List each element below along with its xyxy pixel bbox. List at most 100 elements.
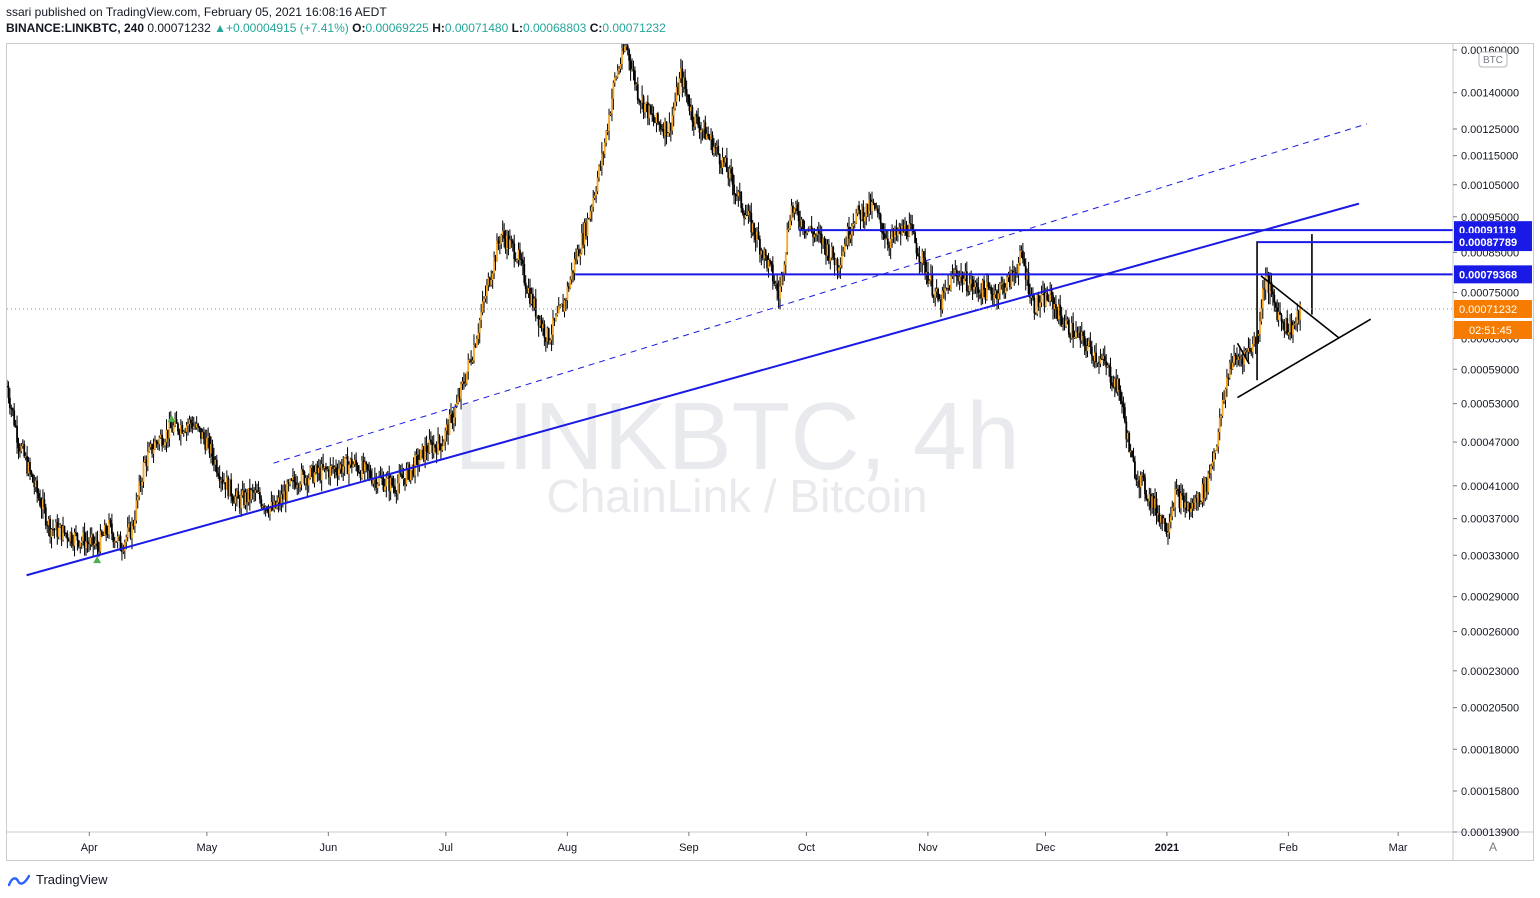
candle-body — [602, 152, 605, 155]
candle-body — [866, 203, 869, 214]
candle-body — [990, 287, 993, 294]
candle-body — [554, 315, 557, 321]
candle-body — [664, 121, 666, 136]
candle-body — [345, 455, 347, 458]
candle-body — [835, 258, 837, 266]
candle-body — [1269, 281, 1271, 294]
candle-body — [171, 428, 174, 433]
candle-body — [648, 105, 651, 119]
candle-body — [644, 103, 646, 113]
candle-body — [144, 459, 146, 463]
low-value: 0.00068803 — [522, 21, 587, 35]
candle-body — [136, 496, 139, 501]
candle-body — [938, 299, 941, 301]
candle-body — [1149, 494, 1152, 509]
candle-body — [131, 523, 133, 539]
candle-body — [329, 465, 332, 478]
candle-body — [514, 259, 517, 261]
candle-body — [1158, 513, 1161, 523]
candle-body — [85, 541, 87, 549]
candle-body — [306, 477, 309, 486]
candle-body — [895, 228, 898, 236]
candle-body — [1214, 450, 1217, 454]
candle-body — [793, 208, 796, 213]
candle-body — [971, 279, 974, 290]
candle-body — [876, 208, 879, 213]
candle-body — [484, 295, 487, 299]
candle-body — [1187, 502, 1189, 510]
candle-body — [859, 210, 862, 220]
candle-body — [1102, 355, 1105, 359]
candle-body — [392, 485, 395, 487]
candle-body — [230, 479, 233, 497]
candle-body — [902, 225, 905, 232]
candle-body — [655, 113, 658, 124]
candle-body — [942, 290, 945, 293]
candle-body — [63, 526, 66, 534]
candle-body — [753, 223, 756, 235]
candle-body — [550, 334, 553, 341]
footer[interactable]: TradingView — [8, 872, 108, 887]
candle-body — [52, 529, 54, 531]
candle-body — [1210, 466, 1212, 474]
candle-body — [1123, 407, 1126, 422]
candle-body — [135, 500, 138, 521]
candle-body — [583, 222, 586, 245]
price-chart[interactable]: LINKBTC, 4h ChainLink / Bitcoin 0.001600… — [7, 44, 1533, 860]
candle-body — [109, 519, 112, 524]
candle-body — [1168, 522, 1171, 533]
candle-body — [789, 220, 791, 229]
candle-body — [368, 469, 370, 471]
candle-body — [422, 446, 425, 461]
candle-body — [1085, 345, 1087, 352]
candle-body — [77, 540, 80, 547]
candle-body — [651, 113, 654, 116]
candle-body — [159, 434, 162, 438]
candle-body — [1280, 314, 1283, 322]
candle-body — [882, 232, 885, 235]
candle-body — [429, 439, 432, 443]
candle-body — [996, 290, 998, 300]
candle-body — [428, 439, 431, 453]
candle-body — [1126, 432, 1129, 440]
candle-body — [1138, 479, 1141, 488]
candle-body — [427, 451, 429, 453]
candle-body — [761, 250, 764, 259]
candle-body — [1011, 270, 1014, 275]
publisher-line: ssari published on TradingView.com, Febr… — [6, 5, 387, 19]
candle-body — [513, 243, 516, 260]
candle-body — [967, 290, 970, 292]
candle-body — [1099, 358, 1102, 364]
candle-body — [62, 526, 64, 540]
candle-body — [1151, 496, 1154, 509]
candle-body — [98, 546, 100, 552]
candle-body — [797, 211, 800, 222]
auto-scale-button[interactable]: A — [1489, 840, 1497, 854]
candle-body — [1292, 325, 1294, 335]
candle-body — [156, 442, 159, 445]
candle-body — [830, 246, 833, 258]
candle-body — [116, 536, 119, 543]
candle-body — [33, 482, 36, 488]
candle-body — [1190, 508, 1192, 513]
candle-body — [172, 425, 175, 433]
candle-body — [629, 60, 632, 70]
candle-body — [1273, 294, 1276, 303]
currency-badge[interactable]: BTC — [1478, 51, 1508, 68]
time-axis[interactable]: Apr May Jun Jul Aug Sep Oct Nov Dec 2021 Feb Mar — [81, 832, 1408, 854]
watermark-name: ChainLink / Bitcoin — [547, 470, 928, 522]
price-tick-label: 0.00095000 — [1461, 212, 1519, 224]
candle-body — [21, 444, 24, 447]
candle-body — [516, 259, 518, 261]
candle-body — [1264, 275, 1267, 290]
candle-body — [560, 304, 563, 307]
candle-body — [339, 464, 342, 470]
candle-body — [1276, 307, 1279, 320]
candle-body — [799, 221, 802, 227]
candle-body — [294, 482, 297, 488]
candle-body — [596, 177, 599, 192]
candle-body — [165, 429, 168, 443]
price-axis[interactable]: 0.001600000.001400000.001250000.00115000… — [1453, 45, 1519, 839]
candle-body — [240, 495, 243, 509]
candle-body — [871, 201, 873, 211]
